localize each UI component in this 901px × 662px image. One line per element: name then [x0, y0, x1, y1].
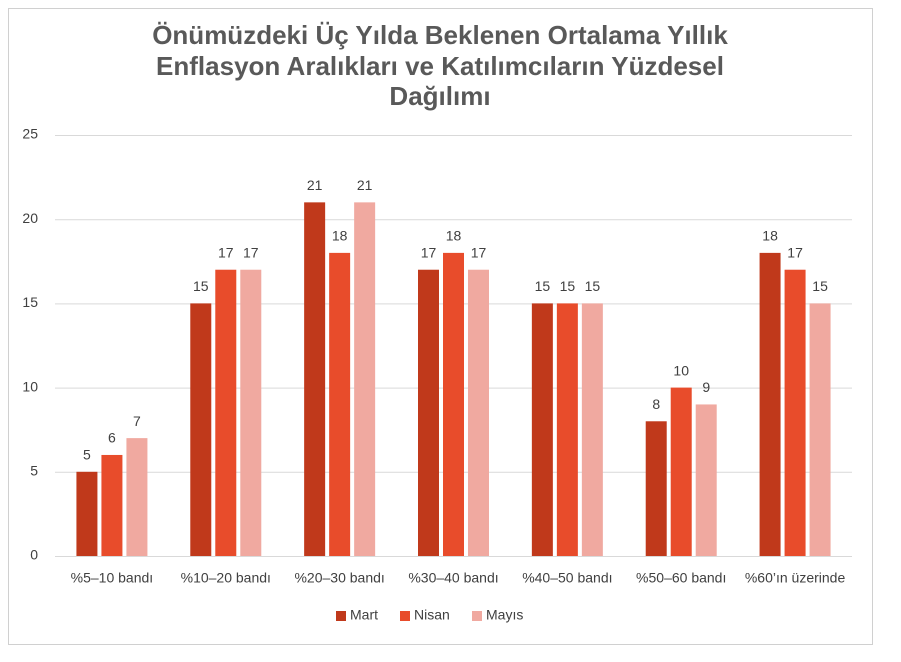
- chart-title: Enflasyon Aralıkları ve Katılımcıların Y…: [156, 51, 724, 81]
- legend-label: Nisan: [414, 607, 450, 623]
- data-label: 17: [421, 244, 437, 260]
- legend-label: Mayıs: [486, 607, 523, 623]
- x-tick-label: %10–20 bandı: [181, 570, 271, 586]
- x-tick-label: %5–10 bandı: [71, 570, 154, 586]
- data-label: 21: [357, 177, 373, 193]
- bar: [126, 438, 148, 556]
- bar: [304, 202, 326, 557]
- data-label: 17: [218, 244, 234, 260]
- y-tick-label: 15: [22, 294, 38, 310]
- data-label: 10: [673, 362, 689, 378]
- data-label: 21: [307, 177, 323, 193]
- y-tick-label: 25: [22, 126, 38, 142]
- bar: [418, 269, 439, 556]
- data-label: 15: [535, 278, 551, 294]
- legend-swatch: [336, 611, 346, 621]
- bar: [531, 303, 553, 556]
- bar: [190, 303, 212, 556]
- bar: [76, 471, 98, 556]
- bar: [556, 303, 578, 556]
- data-label: 18: [762, 228, 778, 244]
- bar: [784, 269, 806, 556]
- x-tick-label: %20–30 bandı: [294, 570, 384, 586]
- bar: [468, 269, 489, 556]
- bar: [809, 303, 831, 556]
- chart-title: Önümüzdeki Üç Yılda Beklenen Ortalama Yı…: [152, 20, 728, 50]
- data-label: 17: [787, 244, 803, 260]
- data-label: 18: [332, 228, 348, 244]
- bar: [101, 454, 123, 556]
- data-label: 15: [812, 278, 828, 294]
- data-label: 17: [471, 244, 487, 260]
- bar: [240, 269, 262, 556]
- x-tick-label: %40–50 bandı: [522, 570, 612, 586]
- y-tick-label: 0: [30, 547, 38, 563]
- bar: [354, 202, 376, 557]
- bar: [215, 269, 237, 556]
- data-label: 6: [108, 430, 116, 446]
- x-tick-label: %60’ın üzerinde: [745, 570, 846, 586]
- x-tick-label: %30–40 bandı: [408, 570, 498, 586]
- bar: [759, 252, 781, 556]
- chart-title: Dağılımı: [389, 81, 490, 111]
- data-label: 7: [133, 413, 141, 429]
- bar: [329, 252, 351, 556]
- chart-frame: [8, 8, 873, 645]
- legend-swatch: [400, 611, 410, 621]
- bar: [581, 303, 603, 556]
- data-label: 5: [83, 447, 91, 463]
- bar: [695, 404, 717, 556]
- y-tick-label: 20: [22, 210, 38, 226]
- data-label: 15: [585, 278, 601, 294]
- data-label: 15: [560, 278, 576, 294]
- bar: [670, 387, 692, 556]
- data-label: 15: [193, 278, 209, 294]
- data-label: 17: [243, 244, 259, 260]
- data-label: 9: [702, 379, 710, 395]
- data-label: 8: [652, 396, 660, 412]
- legend-swatch: [472, 611, 482, 621]
- x-tick-label: %50–60 bandı: [636, 570, 726, 586]
- legend-label: Mart: [350, 607, 378, 623]
- bar: [645, 421, 667, 556]
- data-label: 18: [446, 228, 462, 244]
- y-tick-label: 5: [30, 463, 38, 479]
- y-tick-label: 10: [22, 378, 38, 394]
- bar: [443, 252, 464, 556]
